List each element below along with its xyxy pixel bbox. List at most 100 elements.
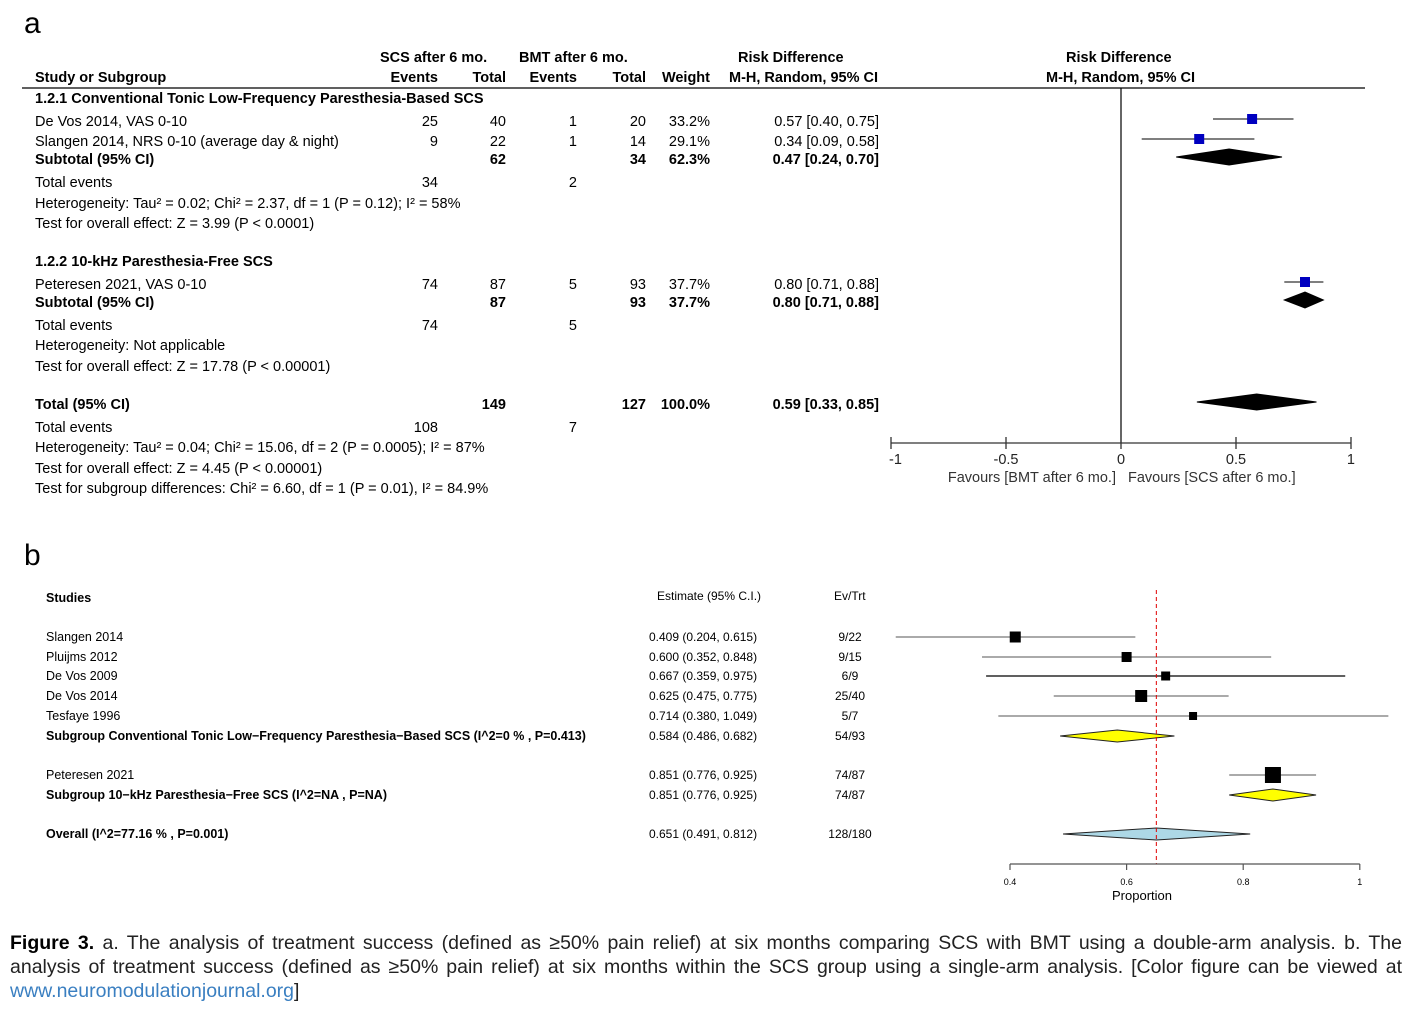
- row-b-ev: 128/180: [828, 827, 872, 841]
- row-a-label: Subtotal (95% CI): [35, 152, 155, 168]
- row-b-label: Overall (I^2=77.16 % , P=0.001): [46, 827, 229, 841]
- row-a-scs-e: 108: [413, 420, 438, 436]
- row-b-ev: 6/9: [841, 669, 859, 683]
- tick-label-b: 0.4: [1004, 877, 1017, 887]
- pooled-diamond: [1282, 291, 1325, 309]
- panel-b-label: b: [24, 539, 41, 572]
- study-marker: [1300, 277, 1310, 287]
- tick-label-b: 1: [1357, 877, 1362, 887]
- row-a-scs-e: 9: [429, 134, 438, 150]
- row-b-est: 0.851 (0.776, 0.925): [649, 788, 758, 802]
- study-marker: [1247, 114, 1258, 124]
- row-b-est: 0.600 (0.352, 0.848): [649, 650, 758, 664]
- study-marker: [1194, 134, 1205, 144]
- row-a-scs-e: 74: [421, 318, 438, 334]
- subgroup-diamond: [1229, 788, 1317, 802]
- header-rd-plot-method: M-H, Random, 95% CI: [1046, 70, 1196, 86]
- row-b-est: 0.584 (0.486, 0.682): [649, 729, 758, 743]
- favours-scs-label: Favours [SCS after 6 mo.]: [1128, 470, 1296, 486]
- row-a-label: Total events: [35, 175, 113, 191]
- header-study: Study or Subgroup: [35, 70, 167, 86]
- pooled-diamond: [1196, 393, 1317, 411]
- row-a-bmt-e: 1: [568, 114, 577, 130]
- row-a-scs-t: 22: [489, 134, 506, 150]
- header-scs: SCS after 6 mo.: [380, 50, 488, 66]
- study-marker: [1121, 652, 1132, 662]
- row-a-ci: 0.80 [0.71, 0.88]: [772, 295, 879, 311]
- row-b-est: 0.714 (0.380, 1.049): [649, 709, 758, 723]
- row-b-label: De Vos 2009: [46, 669, 118, 683]
- tick-label-a: -1: [889, 452, 902, 468]
- row-b-est: 0.667 (0.359, 0.975): [649, 669, 758, 683]
- overall-diamond: [1063, 827, 1251, 841]
- row-b-est: 0.851 (0.776, 0.925): [649, 768, 758, 782]
- header-scs-total: Total: [472, 70, 506, 86]
- row-a-label: Test for overall effect: Z = 17.78 (P < …: [35, 359, 331, 375]
- caption-text: a. The analysis of treatment success (de…: [10, 932, 1402, 978]
- row-a-weight: 100.0%: [660, 397, 710, 413]
- forest-plots: -1 -0.5 0 0.5 1 Favours [BMT after 6 mo.] Favo…: [22, 87, 1389, 903]
- header-weight: Weight: [661, 70, 710, 86]
- row-a-bmt-e: 5: [568, 318, 577, 334]
- header-bmt: BMT after 6 mo.: [519, 50, 628, 66]
- row-b-est: 0.651 (0.491, 0.812): [649, 827, 758, 841]
- row-b-ev: 9/22: [838, 630, 862, 644]
- tick-label-b: 0.6: [1120, 877, 1133, 887]
- row-a-label: Heterogeneity: Tau² = 0.02; Chi² = 2.37,…: [35, 196, 461, 212]
- header-rd-title: Risk Difference: [738, 50, 844, 66]
- row-a-ci: 0.59 [0.33, 0.85]: [772, 397, 879, 413]
- row-a-bmt-e: 5: [568, 277, 577, 293]
- row-a-label: 1.2.2 10-kHz Paresthesia-Free SCS: [35, 254, 273, 270]
- header-bmt-total: Total: [612, 70, 646, 86]
- row-a-weight: 33.2%: [668, 114, 710, 130]
- header-scs-events: Events: [390, 70, 438, 86]
- row-a-scs-t: 62: [489, 152, 506, 168]
- row-b-label: Subgroup Conventional Tonic Low−Frequenc…: [46, 729, 586, 743]
- row-a-label: Total events: [35, 318, 113, 334]
- row-a-label: Total (95% CI): [35, 397, 130, 413]
- study-marker: [1264, 767, 1281, 783]
- row-a-label: Total events: [35, 420, 113, 436]
- row-a-scs-t: 149: [481, 397, 506, 413]
- header-studies: Studies: [46, 591, 92, 605]
- tick-label-a: -0.5: [994, 452, 1019, 468]
- row-a-bmt-t: 34: [629, 152, 646, 168]
- panel-a-label: a: [24, 7, 41, 40]
- row-b-ev: 74/87: [834, 768, 866, 782]
- caption-end: ]: [294, 980, 300, 1002]
- row-b-label: Peteresen 2021: [46, 768, 135, 782]
- row-a-scs-e: 74: [421, 277, 438, 293]
- subgroup-diamond: [1060, 729, 1175, 743]
- tick-label-b: 0.8: [1237, 877, 1250, 887]
- row-a-weight: 37.7%: [668, 295, 710, 311]
- study-marker: [1135, 690, 1148, 702]
- row-a-label: 1.2.1 Conventional Tonic Low-Frequency P…: [35, 91, 484, 107]
- row-b-label: Tesfaye 1996: [46, 709, 121, 723]
- row-a-scs-e: 34: [421, 175, 438, 191]
- row-a-ci: 0.57 [0.40, 0.75]: [774, 114, 879, 130]
- tick-label-a: 0.5: [1226, 452, 1246, 468]
- row-a-bmt-t: 14: [629, 134, 646, 150]
- row-a-bmt-t: 93: [629, 277, 646, 293]
- journal-link[interactable]: www.neuromodulationjournal.org: [10, 980, 294, 1002]
- row-b-label: Slangen 2014: [46, 630, 124, 644]
- row-a-bmt-t: 127: [621, 397, 646, 413]
- study-marker: [1189, 712, 1198, 720]
- study-marker: [1009, 631, 1021, 643]
- row-a-ci: 0.34 [0.09, 0.58]: [774, 134, 879, 150]
- row-a-label: Test for overall effect: Z = 4.45 (P < 0…: [35, 461, 323, 477]
- row-a-weight: 37.7%: [668, 277, 710, 293]
- row-a-label: Heterogeneity: Not applicable: [35, 338, 226, 354]
- row-b-label: De Vos 2014: [46, 689, 118, 703]
- row-a-bmt-e: 2: [568, 175, 577, 191]
- row-a-label: Heterogeneity: Tau² = 0.04; Chi² = 15.06…: [35, 440, 485, 456]
- tick-label-a: 1: [1347, 452, 1355, 468]
- row-a-label: Subtotal (95% CI): [35, 295, 155, 311]
- row-a-bmt-e: 7: [568, 420, 577, 436]
- row-a-label: Slangen 2014, NRS 0-10 (average day & ni…: [35, 134, 339, 150]
- row-a-label: Test for overall effect: Z = 3.99 (P < 0…: [35, 216, 315, 232]
- header-rd-plot-title: Risk Difference: [1066, 50, 1172, 66]
- row-a-bmt-t: 93: [629, 295, 646, 311]
- header-bmt-events: Events: [529, 70, 577, 86]
